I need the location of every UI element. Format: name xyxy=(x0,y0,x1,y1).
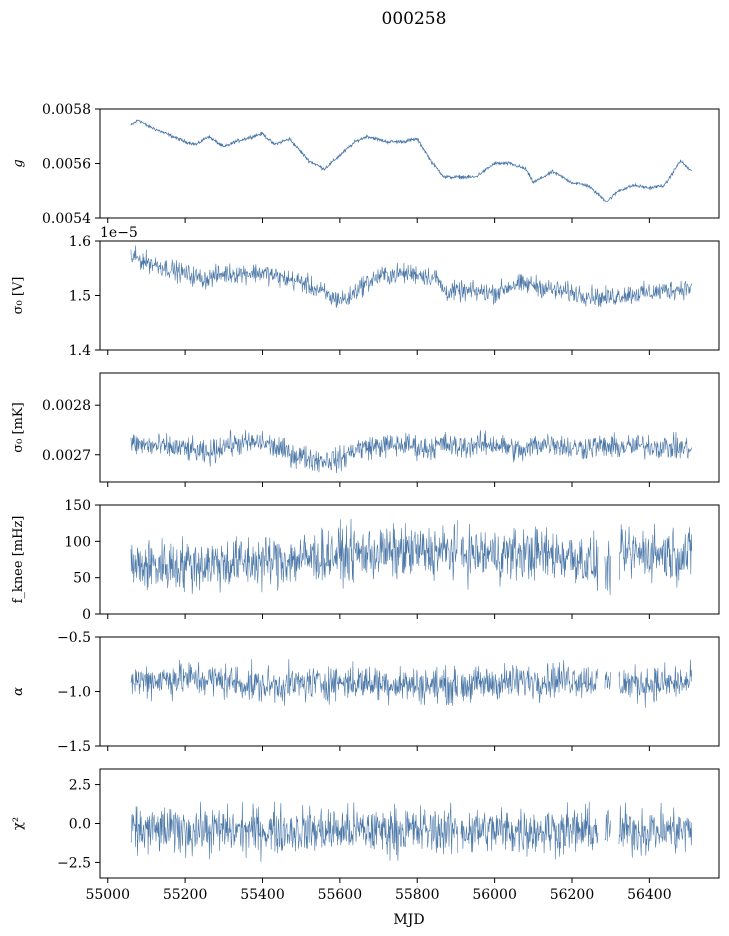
y-tick-label: 1.5 xyxy=(69,289,91,305)
y-tick-label: 0.0027 xyxy=(42,448,91,464)
y-axis-label: g xyxy=(11,159,26,167)
y-tick-label: −2.5 xyxy=(57,855,91,871)
series-line xyxy=(130,518,693,596)
y-tick-label: 0.0 xyxy=(69,817,91,833)
axes-frame xyxy=(99,504,720,615)
series-line xyxy=(130,801,693,862)
series-line xyxy=(130,245,693,309)
y-tick-label: 0.0054 xyxy=(42,211,91,227)
panel-2: 1.4 1.5 1.6 1e−5 σ₀ [V] xyxy=(11,225,720,359)
y-tick-label: −1.0 xyxy=(57,685,91,701)
panel-4: 0 50 100 150 f_knee [mHz] xyxy=(11,498,720,623)
y-axis-label: f_knee [mHz] xyxy=(11,516,26,604)
y-tick-label: 0.0028 xyxy=(42,398,91,414)
series-line xyxy=(130,429,693,474)
y-tick-label: 1.6 xyxy=(69,234,91,250)
x-tick-label: 55800 xyxy=(395,887,440,903)
axes-frame xyxy=(99,240,720,351)
y-tick-label: 0.0058 xyxy=(42,102,91,118)
y-tick-label: 50 xyxy=(73,571,91,587)
y-tick-label: 150 xyxy=(64,498,91,514)
figure-title: 000258 xyxy=(382,9,447,29)
axes-frame xyxy=(99,636,720,747)
series-line xyxy=(130,119,692,203)
y-tick-label: 1.4 xyxy=(69,343,91,359)
offset-label: 1e−5 xyxy=(100,225,138,241)
x-tick-label: 56400 xyxy=(627,887,672,903)
panel-6: −2.5 0.0 2.5 55000 55200 55400 55600 55800 56000… xyxy=(11,768,720,903)
y-axis-label: σ₀ [V] xyxy=(11,277,26,315)
y-axis-label: χ² xyxy=(11,817,26,830)
x-axis-label: MJD xyxy=(393,912,424,928)
y-tick-label: −1.5 xyxy=(57,739,91,755)
x-tick-label: 56000 xyxy=(472,887,517,903)
axes-frame xyxy=(99,372,720,483)
y-tick-label: 2.5 xyxy=(69,778,91,794)
x-tick-label: 56200 xyxy=(550,887,595,903)
x-tick-label: 55400 xyxy=(240,887,285,903)
panels: 0.0054 0.0056 0.0058 g 1.4 1.5 1.6 1e−5 σ₀ [V] 0.… xyxy=(11,102,720,903)
panel-5: −1.5 −1.0 −0.5 α xyxy=(11,630,720,755)
axes-frame xyxy=(99,108,720,219)
y-axis-label: α xyxy=(11,687,26,696)
y-tick-label: 100 xyxy=(64,534,91,550)
y-axis-label: σ₀ [mK] xyxy=(11,402,26,452)
x-tick-label: 55200 xyxy=(163,887,208,903)
y-tick-label: −0.5 xyxy=(57,630,91,646)
panel-1: 0.0054 0.0056 0.0058 g xyxy=(11,102,720,227)
x-tick-label: 55000 xyxy=(85,887,130,903)
x-tick-label: 55600 xyxy=(318,887,363,903)
y-tick-label: 0 xyxy=(82,607,91,623)
series-line xyxy=(130,659,693,708)
axes-frame xyxy=(99,768,720,879)
panel-3: 0.0027 0.0028 σ₀ [mK] xyxy=(11,372,720,487)
y-tick-label: 0.0056 xyxy=(42,157,91,173)
